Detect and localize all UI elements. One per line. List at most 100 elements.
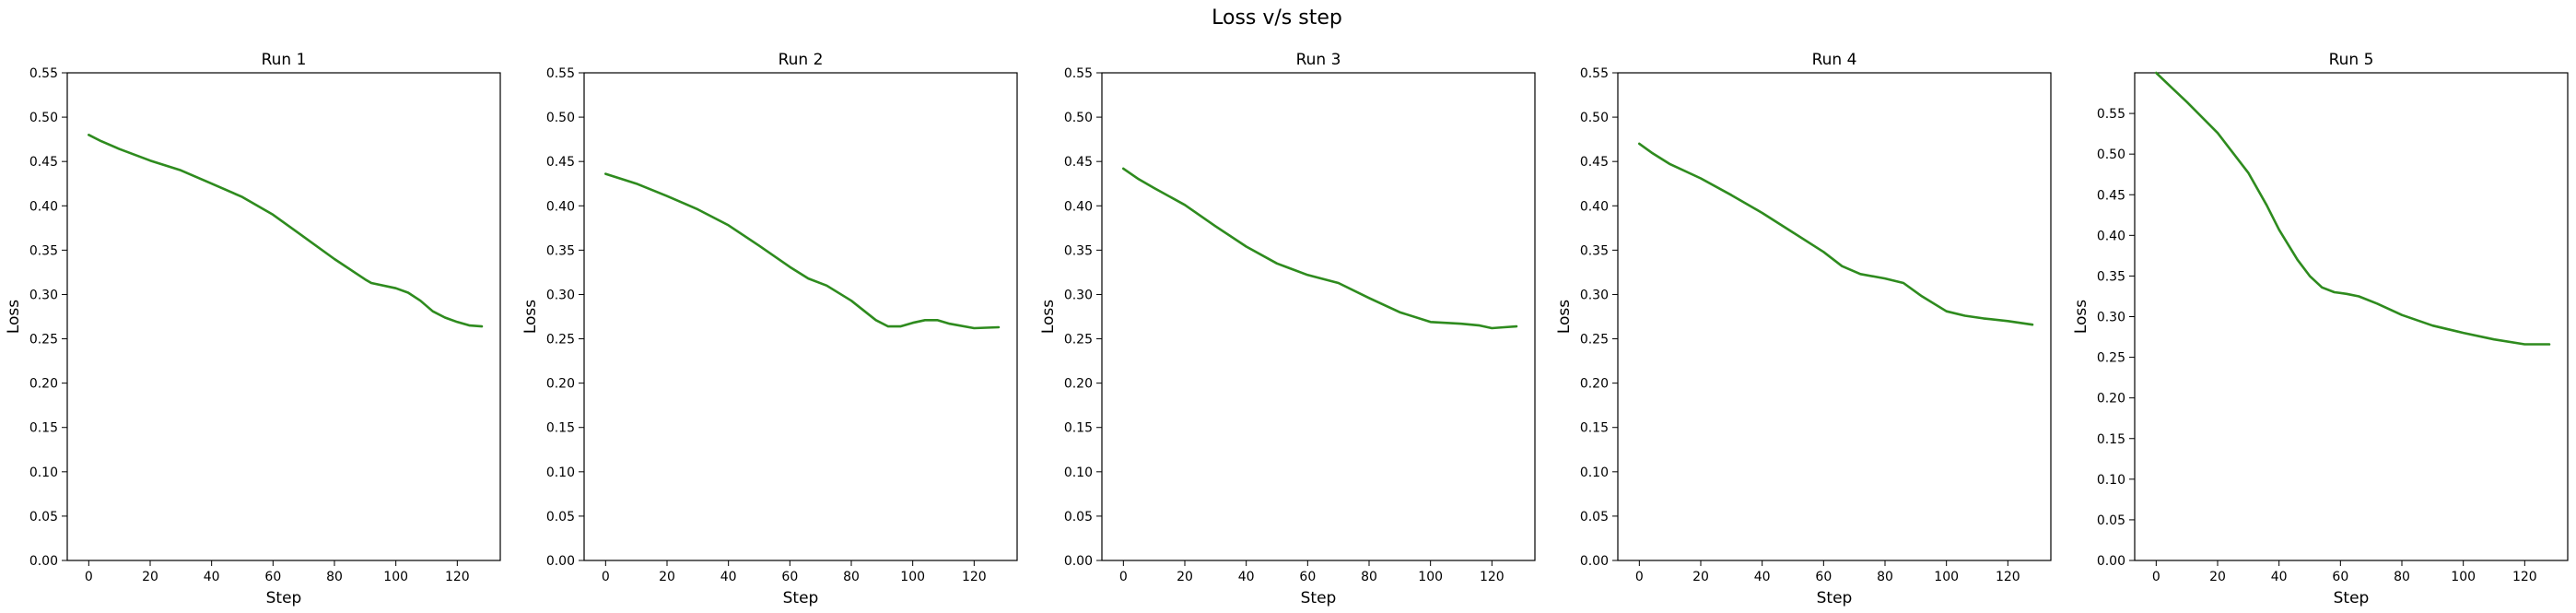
x-tick-label: 60	[781, 570, 798, 584]
y-tick-label: 0.35	[546, 243, 575, 258]
y-axis-label: Loss	[1555, 300, 1574, 334]
loss-series-line	[1638, 142, 2034, 326]
y-tick-label: 0.25	[2097, 351, 2125, 366]
y-tick-label: 0.20	[2097, 392, 2125, 407]
x-tick-label: 20	[2209, 570, 2226, 584]
x-tick-label: 40	[2271, 570, 2288, 584]
y-tick-label: 0.50	[1064, 111, 1093, 125]
plot-frame	[66, 72, 501, 561]
y-tick-label: 0.20	[29, 377, 58, 392]
x-tick-label: 80	[2394, 570, 2410, 584]
x-axis-label: Step	[783, 589, 819, 607]
y-tick-label: 0.35	[29, 243, 58, 258]
x-tick-label: 60	[264, 570, 281, 584]
y-tick-label: 0.05	[1064, 510, 1093, 525]
y-tick-label: 0.40	[2097, 229, 2125, 243]
x-axis-label: Step	[1301, 589, 1337, 607]
y-tick-label: 0.15	[1580, 421, 1609, 436]
y-tick-label: 0.55	[1064, 66, 1093, 81]
subplot-5: Run 5 0 20 40 60 80 100 120 0.00 0.05 0.10 0.15 0.20…	[2072, 51, 2569, 607]
y-tick-label: 0.25	[29, 333, 58, 348]
x-tick-label: 0	[2152, 570, 2160, 584]
x-tick-label: 80	[326, 570, 343, 584]
y-tick-label: 0.25	[546, 333, 575, 348]
y-tick-label: 0.40	[1064, 199, 1093, 214]
x-tick-label: 40	[1238, 570, 1255, 584]
x-tick-label: 80	[843, 570, 860, 584]
y-tick-label: 0.00	[1580, 554, 1609, 569]
y-axis-label: Loss	[2072, 300, 2090, 334]
y-tick-label: 0.05	[29, 510, 58, 525]
x-tick-label: 20	[142, 570, 158, 584]
x-tick-label: 20	[659, 570, 675, 584]
y-tick-label: 0.45	[29, 155, 58, 170]
y-tick-label: 0.50	[29, 111, 58, 125]
x-tick-label: 100	[2451, 570, 2476, 584]
y-tick-label: 0.00	[546, 554, 575, 569]
y-tick-label: 0.50	[2097, 147, 2125, 162]
y-tick-label: 0.00	[1064, 554, 1093, 569]
y-tick-label: 0.00	[2097, 554, 2125, 569]
x-tick-label: 100	[900, 570, 925, 584]
loss-series-line	[88, 134, 484, 328]
x-tick-label: 40	[204, 570, 220, 584]
y-axis-label: Loss	[1039, 300, 1058, 334]
x-tick-label: 60	[1299, 570, 1316, 584]
loss-series-line	[603, 172, 1001, 330]
y-axis-label: Loss	[521, 300, 540, 334]
subplot-title: Run 3	[1296, 51, 1341, 69]
y-tick-label: 0.20	[1064, 377, 1093, 392]
y-tick-label: 0.55	[2097, 107, 2125, 122]
y-tick-label: 0.50	[546, 111, 575, 125]
x-tick-label: 40	[720, 570, 737, 584]
figure-title: Loss v/s step	[1212, 6, 1342, 29]
loss-series-line	[2155, 71, 2551, 346]
x-axis-label: Step	[266, 589, 302, 607]
y-tick-label: 0.55	[546, 66, 575, 81]
x-tick-label: 120	[1996, 570, 2020, 584]
x-tick-label: 0	[602, 570, 610, 584]
y-tick-label: 0.05	[1580, 510, 1609, 525]
y-tick-label: 0.45	[1580, 155, 1609, 170]
subplot-4: Run 4 0 20 40 60 80 100 120 0.00 0.05 0.10 0.15 0.20…	[1555, 51, 2052, 607]
x-tick-label: 100	[383, 570, 408, 584]
subplot-1: Run 1 0 20 40 60 80 100 120 0.00 0.05 0.10 0.15 0.20…	[5, 51, 501, 607]
y-axis-label: Loss	[5, 300, 23, 334]
y-tick-label: 0.30	[546, 288, 575, 302]
y-tick-label: 0.10	[29, 466, 58, 480]
y-tick-label: 0.05	[2097, 513, 2125, 528]
y-tick-label: 0.55	[29, 66, 58, 81]
y-tick-label: 0.45	[1064, 155, 1093, 170]
subplot-title: Run 4	[1812, 51, 1857, 69]
y-tick-label: 0.30	[2097, 311, 2125, 325]
y-tick-label: 0.50	[1580, 111, 1609, 125]
y-tick-label: 0.20	[1580, 377, 1609, 392]
x-axis-label: Step	[2334, 589, 2370, 607]
y-tick-label: 0.15	[546, 421, 575, 436]
x-tick-label: 40	[1754, 570, 1771, 584]
x-tick-label: 0	[1119, 570, 1128, 584]
subplot-title: Run 2	[779, 51, 824, 69]
x-tick-label: 0	[1635, 570, 1644, 584]
plot-frame	[1617, 72, 2052, 561]
plot-frame	[583, 72, 1018, 561]
x-tick-label: 120	[1480, 570, 1505, 584]
subplot-3: Run 3 0 20 40 60 80 100 120 0.00 0.05 0.10 0.15 0.20…	[1039, 51, 1536, 607]
y-tick-label: 0.40	[29, 199, 58, 214]
y-tick-label: 0.10	[1580, 466, 1609, 480]
x-tick-label: 0	[85, 570, 93, 584]
y-tick-label: 0.40	[1580, 199, 1609, 214]
loss-series-line	[1122, 167, 1518, 330]
y-tick-label: 0.10	[546, 466, 575, 480]
x-tick-label: 80	[1361, 570, 1377, 584]
x-axis-label: Step	[1817, 589, 1853, 607]
x-tick-label: 120	[445, 570, 470, 584]
y-tick-label: 0.30	[1580, 288, 1609, 302]
x-tick-label: 60	[1815, 570, 1832, 584]
y-tick-label: 0.55	[1580, 66, 1609, 81]
y-tick-label: 0.40	[546, 199, 575, 214]
y-tick-label: 0.00	[29, 554, 58, 569]
y-tick-label: 0.05	[546, 510, 575, 525]
y-tick-label: 0.15	[1064, 421, 1093, 436]
